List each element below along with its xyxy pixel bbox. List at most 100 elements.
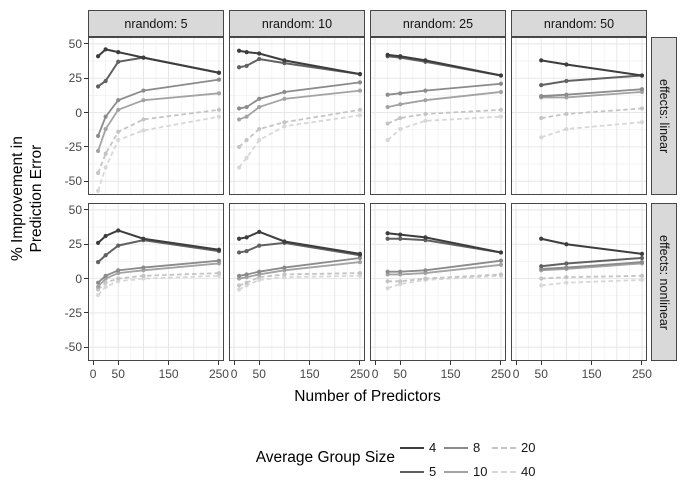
series-line-8 — [387, 259, 502, 273]
data-point — [498, 114, 504, 119]
series-line-10 — [387, 263, 502, 276]
x-tick-mark — [117, 361, 119, 365]
data-point — [103, 47, 108, 52]
data-point — [141, 117, 146, 122]
facet-col-strip: nrandom: 50 — [511, 10, 647, 37]
x-tick-mark — [218, 361, 220, 365]
data-point — [257, 51, 262, 56]
data-point — [116, 228, 121, 233]
data-point — [398, 54, 403, 59]
chart-panel — [229, 203, 365, 361]
data-point — [498, 258, 504, 263]
series-line-20 — [97, 108, 220, 174]
data-point — [564, 280, 569, 285]
y-axis-title-line1: % Improvement in — [8, 136, 26, 262]
data-point — [385, 286, 390, 291]
series-line-10 — [238, 89, 361, 121]
data-point — [498, 272, 504, 277]
data-point — [95, 284, 101, 289]
series-line-8 — [387, 82, 502, 96]
data-point — [639, 120, 645, 125]
data-point — [282, 124, 287, 129]
data-point — [103, 126, 108, 132]
facet-row-strip-label: effects: nonlinear — [657, 234, 671, 330]
series-line-4 — [387, 53, 502, 77]
data-point — [103, 78, 108, 84]
data-point — [244, 235, 249, 240]
data-point — [257, 243, 262, 248]
data-point — [539, 236, 544, 241]
data-point — [282, 58, 287, 63]
facet-col-strip: nrandom: 5 — [88, 10, 224, 37]
data-point — [141, 98, 146, 103]
x-tick-label: 250 — [631, 367, 652, 381]
data-point — [257, 229, 262, 234]
x-tick-mark — [233, 361, 235, 365]
data-point — [216, 91, 222, 96]
data-point — [423, 118, 428, 123]
data-point — [103, 273, 108, 278]
data-point — [257, 96, 262, 101]
x-tick-mark — [374, 361, 376, 365]
data-point — [244, 63, 249, 68]
data-point — [357, 107, 363, 112]
y-tick-mark — [84, 77, 88, 79]
series-line-4 — [238, 49, 361, 76]
data-point — [244, 114, 249, 119]
y-tick-label: -25 — [64, 305, 82, 320]
x-tick-mark — [450, 361, 452, 365]
data-point — [423, 111, 428, 117]
data-point — [639, 255, 645, 261]
y-tick-label: 25 — [68, 71, 82, 86]
x-tick-label: 150 — [158, 367, 179, 381]
y-tick-mark — [84, 112, 88, 114]
data-point — [564, 242, 569, 247]
data-point — [257, 126, 262, 132]
data-point — [282, 96, 287, 101]
x-tick-label: 250 — [349, 367, 370, 381]
data-point — [385, 269, 390, 274]
legend-title: Average Group Size — [255, 449, 395, 466]
x-tick-label: 0 — [371, 367, 379, 381]
series-line-8 — [97, 259, 220, 284]
x-tick-mark — [515, 361, 517, 365]
data-point — [216, 70, 222, 75]
series-line-5 — [97, 239, 220, 263]
data-point — [398, 269, 403, 274]
data-point — [236, 165, 242, 170]
x-tick-label: 150 — [581, 367, 602, 381]
series-line-40 — [97, 115, 220, 192]
x-tick-mark — [258, 361, 260, 365]
data-point — [95, 54, 101, 59]
x-tick-mark — [168, 361, 170, 365]
data-point — [95, 170, 101, 176]
data-point — [282, 89, 287, 95]
data-point — [639, 106, 645, 111]
data-point — [385, 231, 390, 236]
data-point — [236, 287, 242, 292]
data-point — [244, 137, 249, 143]
y-axis-title-line2: Prediction Error — [27, 145, 45, 253]
facet-row-strip: effects: linear — [651, 37, 677, 195]
data-point — [116, 129, 121, 134]
data-point — [95, 188, 101, 193]
data-point — [282, 265, 287, 270]
y-tick-label: 0 — [75, 105, 82, 120]
data-point — [103, 280, 108, 285]
data-point — [95, 280, 101, 285]
data-point — [539, 58, 544, 63]
data-point — [257, 137, 262, 143]
x-tick-mark — [92, 361, 94, 365]
legend-key-20 — [492, 447, 516, 449]
data-point — [116, 243, 121, 248]
data-point — [116, 50, 121, 55]
data-point — [385, 236, 390, 241]
legend-key-5 — [400, 471, 424, 473]
data-point — [564, 92, 569, 97]
panel-svg — [229, 203, 365, 361]
data-point — [539, 135, 544, 140]
chart-panel — [370, 37, 506, 195]
x-tick-label: 250 — [490, 367, 511, 381]
chart-panel — [88, 37, 224, 195]
